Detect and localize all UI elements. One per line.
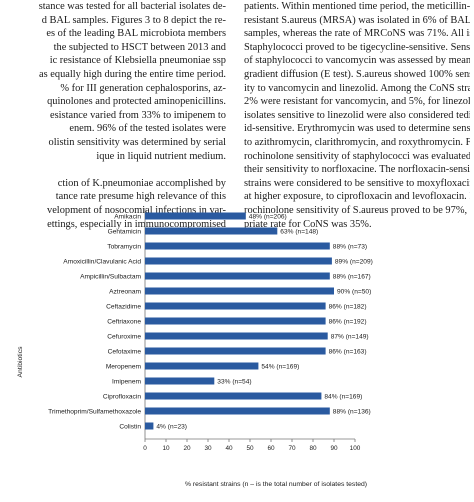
data-label: 88% (n=167) bbox=[333, 274, 371, 281]
data-label: 90% (n=50) bbox=[337, 289, 371, 296]
text-line: rochinolone sensitivity of S.aureus prov… bbox=[244, 204, 470, 216]
x-tick-label: 50 bbox=[246, 445, 254, 452]
bar bbox=[145, 362, 259, 370]
x-axis-title: % resistant strains (n – is the total nu… bbox=[185, 481, 367, 488]
category-label: Imipenem bbox=[112, 379, 141, 386]
data-label: 84% (n=169) bbox=[324, 394, 362, 401]
category-label: Trimethoprim/Sulfamethoxazole bbox=[48, 409, 141, 416]
bar bbox=[145, 332, 328, 340]
data-label: 4% (n=23) bbox=[156, 424, 187, 431]
data-label: 86% (n=163) bbox=[329, 349, 367, 356]
category-label: Amikacin bbox=[114, 214, 141, 221]
data-label: 48% (n=206) bbox=[249, 214, 287, 221]
data-label: 88% (n=73) bbox=[333, 244, 367, 251]
bar bbox=[145, 422, 154, 430]
category-label: Ceftazidime bbox=[106, 304, 141, 311]
text-line: es of the leading BAL microbiota members bbox=[46, 28, 226, 40]
x-tick-label: 40 bbox=[225, 445, 233, 452]
text-line: quinolones and protected aminopenicillin… bbox=[47, 96, 226, 108]
text-line: ique in liquid nutrient medium. bbox=[96, 150, 226, 162]
category-label: Colistin bbox=[119, 424, 141, 431]
data-label: 89% (n=209) bbox=[335, 259, 373, 266]
category-label: Aztreonam bbox=[109, 289, 141, 296]
x-tick-label: 100 bbox=[350, 445, 361, 452]
bar bbox=[145, 212, 246, 220]
text-line: at higher exposure, to ciprofloxacin and… bbox=[244, 191, 470, 203]
category-label: Ceftriaxone bbox=[107, 319, 141, 326]
text-line: priate rate for CoNS was 35%. bbox=[244, 218, 372, 230]
bar bbox=[145, 347, 326, 355]
x-tick-label: 10 bbox=[162, 445, 170, 452]
text-line: patients. Within mentioned time period, … bbox=[244, 1, 470, 12]
text-line: gradient diffusion (E test). S.aureus sh… bbox=[244, 68, 470, 80]
data-label: 86% (n=192) bbox=[329, 319, 367, 326]
text-line: id-sensitive. Erythromycin was used to d… bbox=[244, 123, 470, 135]
category-label: Amoxicillin/Clavulanic Acid bbox=[63, 259, 141, 266]
text-line: stance was tested for all bacterial isol… bbox=[38, 1, 226, 12]
text-line: tance rate presume high relevance of thi… bbox=[55, 191, 226, 203]
x-tick-label: 30 bbox=[204, 445, 212, 452]
data-label: 88% (n=136) bbox=[333, 409, 371, 416]
text-line: olistin sensitivity was determined by se… bbox=[48, 136, 226, 148]
bar bbox=[145, 242, 330, 250]
text-line: ic resistance of Klebsiella pneumoniae s… bbox=[49, 55, 226, 67]
data-label: 33% (n=54) bbox=[217, 379, 251, 386]
data-label: 54% (n=169) bbox=[261, 364, 299, 371]
text-line: esistance varied from 33% to imipenem to bbox=[49, 109, 226, 121]
category-label: Gentamicin bbox=[108, 229, 142, 236]
text-line: their sensitivity to norfloxacine. The n… bbox=[244, 164, 470, 176]
text-line: resistant S.aureus (MRSA) was isolated i… bbox=[244, 14, 470, 26]
data-label: 63% (n=148) bbox=[280, 229, 318, 236]
text-line: the subjected to HSCT between 2013 and bbox=[53, 41, 226, 53]
text-line: % for III generation cephalosporins, az- bbox=[60, 82, 226, 94]
text-line: ettings, especially in immunocompromised bbox=[47, 218, 226, 230]
category-label: Ciprofloxacin bbox=[103, 394, 141, 401]
x-tick-label: 70 bbox=[288, 445, 296, 452]
bar bbox=[145, 227, 278, 235]
category-label: Tobramycin bbox=[107, 244, 141, 251]
text-column-right: patients. Within mentioned time period, … bbox=[244, 0, 470, 231]
text-line: ity to vancomycin and linezolid. Among t… bbox=[244, 82, 470, 94]
text-column-left: stance was tested for all bacterial isol… bbox=[0, 0, 226, 231]
category-label: Meropenem bbox=[106, 364, 142, 371]
bar bbox=[145, 257, 332, 265]
category-label: Ampicillin/Sulbactam bbox=[80, 274, 141, 281]
text-line: velopment of nosocomial infections in va… bbox=[47, 204, 226, 216]
bar bbox=[145, 377, 215, 385]
bar bbox=[145, 392, 322, 400]
bar bbox=[145, 287, 334, 295]
bar bbox=[145, 272, 330, 280]
category-label: Cefotaxime bbox=[108, 349, 142, 356]
x-tick-label: 0 bbox=[143, 445, 147, 452]
data-label: 86% (n=182) bbox=[329, 304, 367, 311]
text-line: 2% were resistant for vancomycin, and 5%… bbox=[244, 96, 470, 108]
category-label: Cefuroxime bbox=[107, 334, 141, 341]
text-line: isolates sensitive to linezolid were als… bbox=[244, 109, 470, 121]
text-line: Staphylococci proved to be tigecycline-s… bbox=[244, 41, 470, 53]
text-line: enem. 96% of the tested isolates were bbox=[69, 123, 226, 135]
text-line: as equally high during the entire time p… bbox=[39, 68, 226, 80]
x-tick-label: 90 bbox=[330, 445, 338, 452]
text-line: samples, whereas the rate of MRCoNS was … bbox=[244, 28, 470, 40]
text-line: d BAL samples. Figures 3 to 8 depict the… bbox=[41, 14, 226, 26]
bar bbox=[145, 407, 330, 415]
data-label: 87% (n=149) bbox=[331, 334, 369, 341]
text-line: of staphylococci to vancomycin was asses… bbox=[244, 55, 470, 67]
x-tick-label: 80 bbox=[309, 445, 317, 452]
text-line: to azithromycin, clarithromycin, and rox… bbox=[244, 136, 470, 148]
bar bbox=[145, 317, 326, 325]
x-tick-label: 60 bbox=[267, 445, 275, 452]
text-line: ction of K.pneumoniae accomplished by bbox=[57, 177, 226, 189]
text-line: strains were considered to be sensitive … bbox=[244, 177, 470, 189]
y-axis-title: Antibiotics bbox=[17, 346, 24, 378]
x-tick-label: 20 bbox=[183, 445, 191, 452]
text-line: rochinolone sensitivity of staphylococci… bbox=[244, 150, 470, 162]
bar bbox=[145, 302, 326, 310]
